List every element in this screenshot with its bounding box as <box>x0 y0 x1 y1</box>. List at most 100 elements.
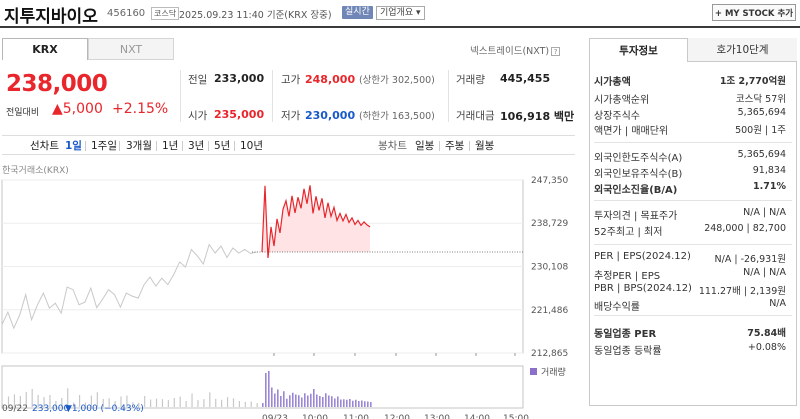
nxt-link[interactable]: 넥스트레이드(NXT)? <box>470 43 561 57</box>
y-tick-label: 221,486 <box>531 306 568 316</box>
quote-basis: 기준(KRX 장중) <box>266 10 332 21</box>
volume-bar <box>319 396 321 407</box>
add-mystock-button[interactable]: + MY STOCK 추가 <box>712 4 796 21</box>
change-label: 전일대비 <box>6 108 40 118</box>
volume-bar <box>358 401 360 407</box>
volume-bar <box>292 392 294 407</box>
footer-prev-change: ▼1,000 (−0.43%) <box>65 404 144 414</box>
info-row-label: 액면가 | 매매단위 <box>594 126 669 137</box>
divider <box>448 70 449 122</box>
chevron-down-icon: ▾ <box>416 8 421 18</box>
volume-bar <box>90 395 92 407</box>
period-1w[interactable]: 1주일 <box>91 140 118 152</box>
info-row-label: 시가총액 <box>594 77 631 88</box>
volume-bar <box>173 398 175 407</box>
x-tick-label: 10:00 <box>302 414 328 419</box>
volume-bar <box>280 396 282 407</box>
period-3m[interactable]: 3개월 <box>126 140 153 152</box>
low-value: 230,000 (하한가 163,500) <box>305 108 435 122</box>
tab-krx[interactable]: KRX <box>2 38 88 60</box>
trade-value-label: 거래대금 <box>456 110 495 122</box>
volume-bar <box>96 392 98 407</box>
tab-investment-info[interactable]: 투자정보 <box>589 38 688 62</box>
volume-bar <box>277 389 279 407</box>
quote-time: 2025.09.23 11:40 기준(KRX 장중) <box>179 7 332 21</box>
volume-bar <box>361 400 363 407</box>
info-row-label: 외국인보유주식수(B) <box>594 169 683 180</box>
x-tick-label: 09/22 <box>2 404 28 414</box>
period-3y[interactable]: 3년 <box>188 140 205 152</box>
volume-bar <box>120 396 122 407</box>
info-row-value: 1.71% <box>753 181 786 192</box>
volume-bar <box>313 389 315 407</box>
quote-datetime: 2025.09.23 11:40 <box>179 10 264 21</box>
upper-limit: (상한가 302,500) <box>358 75 435 86</box>
tab-nxt[interactable]: NXT <box>88 38 174 60</box>
period-toolbar <box>2 135 575 155</box>
period-weekly-candle[interactable]: 주봉 <box>445 140 465 152</box>
x-axis: 09/22 09/23 10:00 11:00 12:00 13:00 14:00 15:00 <box>2 353 529 419</box>
market-badge: 코스닥 <box>151 7 180 20</box>
volume-bar <box>73 402 75 407</box>
x-tick-label: 12:00 <box>384 414 410 419</box>
volume-bar <box>232 398 235 407</box>
info-divider <box>594 142 792 143</box>
period-1d[interactable]: 1일 <box>65 140 82 152</box>
volume-value: 445,455 <box>500 72 551 85</box>
period-1y[interactable]: 1년 <box>162 140 179 152</box>
low-label: 저가 <box>281 110 301 122</box>
volume-bar <box>349 399 351 407</box>
open-value: 235,000 <box>214 108 265 121</box>
info-row-label: 외국인소진율(B/A) <box>594 185 678 196</box>
volume-bar <box>126 395 128 407</box>
volume-bar <box>310 393 312 407</box>
help-icon[interactable]: ? <box>551 47 561 56</box>
info-divider <box>594 315 792 316</box>
info-row-label: 52주최고 | 최저 <box>594 227 663 238</box>
volume-bar <box>7 396 10 407</box>
company-overview-dropdown[interactable]: 기업개요 ▾ <box>376 6 425 20</box>
divider <box>119 141 120 151</box>
period-daily-candle[interactable]: 일봉 <box>415 140 435 152</box>
info-row-label: 동일업종 PER <box>594 329 657 340</box>
header-divider <box>0 26 800 28</box>
period-monthly-candle[interactable]: 월봉 <box>475 140 495 152</box>
info-row-value: N/A | -26,931원 <box>714 254 786 265</box>
volume-bar <box>262 403 264 407</box>
info-row-value: 5,365,694 <box>737 149 786 160</box>
volume-bar <box>132 402 134 407</box>
high-price: 248,000 <box>305 73 356 86</box>
divider <box>234 141 235 151</box>
volume-bar <box>340 399 342 407</box>
volume-legend-swatch <box>530 368 537 375</box>
info-row-value: N/A | N/A <box>743 207 786 218</box>
price-chart[interactable]: 한국거래소(KRX) 247,350238,729230,108221,4862… <box>0 160 578 419</box>
divider <box>85 141 86 151</box>
volume-bar <box>256 403 258 407</box>
x-tick-label: 14:00 <box>464 414 490 419</box>
info-row-value: 1조 2,770억원 <box>719 76 786 87</box>
period-5y[interactable]: 5년 <box>214 140 231 152</box>
info-row-value: 248,000 | 82,700 <box>704 223 786 234</box>
volume-bar <box>78 395 81 407</box>
realtime-button[interactable]: 실시간 <box>342 6 373 19</box>
info-row-label: 외국인한도주식수(A) <box>594 153 683 164</box>
volume-bar <box>289 395 291 407</box>
volume-bar <box>331 396 333 407</box>
y-tick-label: 230,108 <box>531 262 568 272</box>
volume-bar <box>307 395 309 407</box>
x-tick-label: 09/23 <box>262 414 288 419</box>
info-row-value: N/A <box>769 298 786 309</box>
volume-bar <box>2 404 4 407</box>
divider <box>469 141 470 151</box>
volume-bar <box>155 398 158 407</box>
tab-order-book[interactable]: 호가10단계 <box>688 38 797 62</box>
volume-bar <box>304 393 306 407</box>
y-tick-label: 238,729 <box>531 219 568 229</box>
period-10y[interactable]: 10년 <box>240 140 264 152</box>
prev-close-value: 233,000 <box>214 72 265 85</box>
info-row-label: PER | EPS(2024.12) <box>594 251 691 262</box>
info-row-value: 75.84배 <box>747 328 786 339</box>
volume-bar <box>295 394 297 407</box>
volume-bar <box>221 399 223 407</box>
